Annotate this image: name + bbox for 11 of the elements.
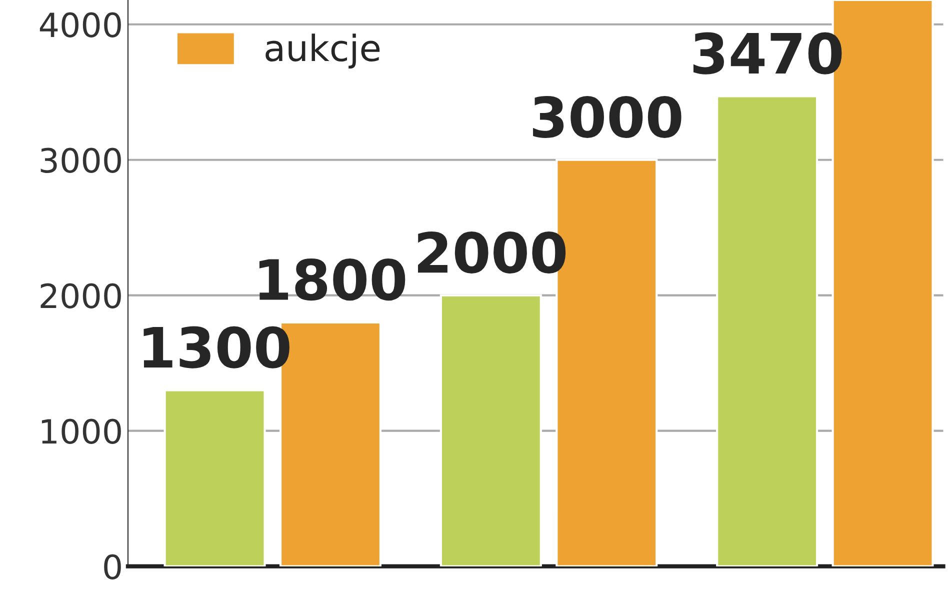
bar xyxy=(164,389,266,566)
data-label: 3000 xyxy=(533,96,682,138)
legend-label: aukcje xyxy=(266,34,380,69)
y-tick-label: 1000 xyxy=(42,418,121,444)
data-label: 1800 xyxy=(259,258,406,301)
y-tick-label: 4000 xyxy=(40,12,121,38)
y-tick-label: 3000 xyxy=(40,148,121,174)
bar xyxy=(440,294,542,566)
bar xyxy=(716,95,818,566)
y-tick-label: 2000 xyxy=(40,283,121,308)
y-tick-label: 0 xyxy=(104,554,121,580)
